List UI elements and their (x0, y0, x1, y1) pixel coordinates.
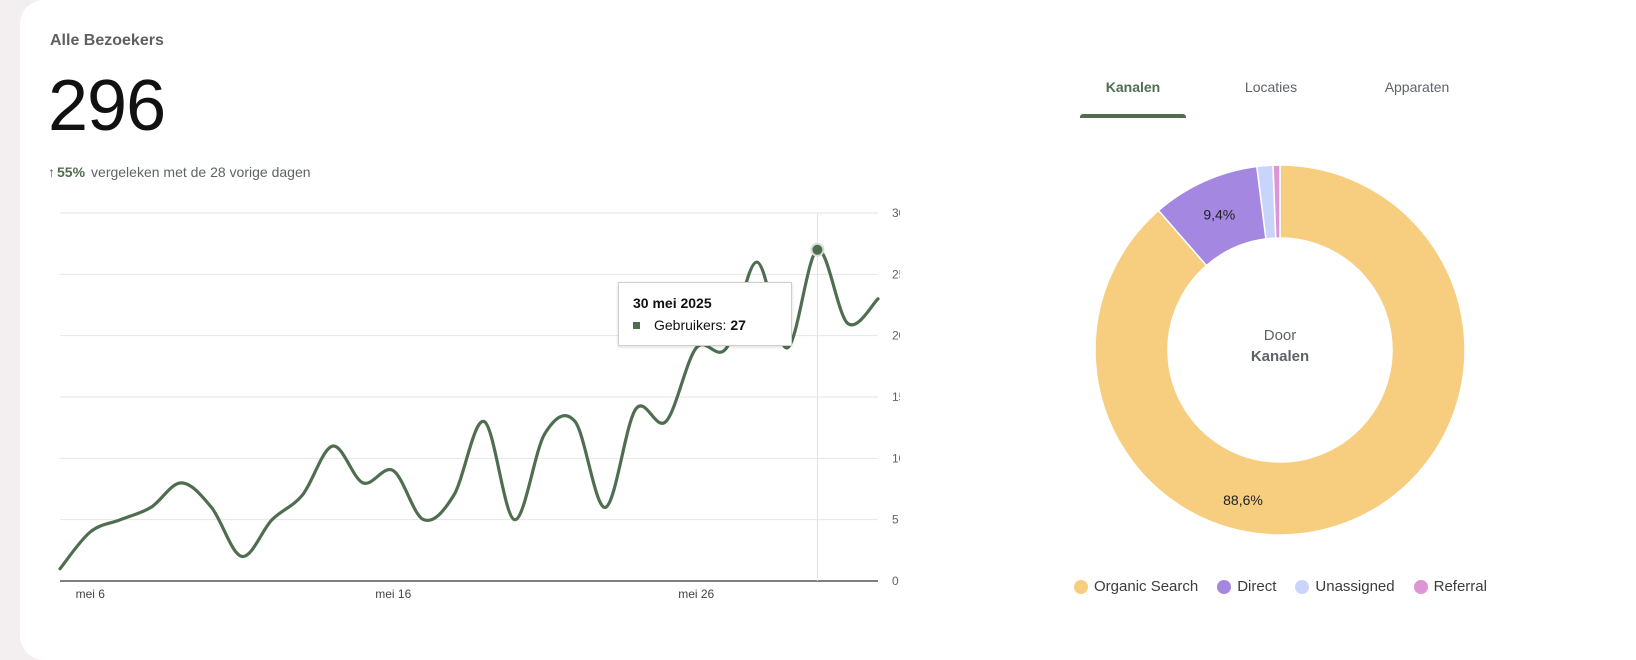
donut-chart[interactable]: Door Kanalen 88,6% 9,4% (1080, 150, 1480, 550)
donut-center-line2: Kanalen (1251, 348, 1309, 365)
tooltip-swatch-icon (633, 321, 640, 329)
donut-slice-organic-search[interactable] (1094, 164, 1466, 536)
data-point[interactable] (86, 528, 94, 536)
y-tick-label: 0 (892, 574, 899, 588)
highlighted-data-point[interactable] (810, 242, 825, 257)
data-point[interactable] (571, 418, 579, 426)
card-title: Alle Bezoekers (50, 32, 164, 49)
legend-dot-organic-icon (1074, 579, 1088, 594)
data-point[interactable] (268, 516, 276, 524)
tab-locaties-label: Locaties (1244, 79, 1298, 95)
legend-label-referral: Referral (1433, 578, 1487, 595)
series-line-gebruikers[interactable] (58, 248, 880, 571)
y-tick-label: 10 (892, 451, 900, 465)
legend-dot-unassigned-icon (1295, 579, 1310, 594)
data-point[interactable] (632, 405, 640, 413)
tab-locaties[interactable]: Locaties (1218, 76, 1324, 118)
data-point[interactable] (844, 319, 852, 327)
y-tick-label: 25 (892, 267, 900, 281)
data-point[interactable] (56, 565, 64, 573)
tab-apparaten[interactable]: Apparaten (1352, 76, 1482, 118)
tab-kanalen-label: Kanalen (1105, 79, 1161, 95)
legend-label-unassigned: Unassigned (1315, 578, 1395, 595)
y-tick-label: 15 (892, 390, 900, 404)
legend-item-direct[interactable]: Direct (1217, 578, 1276, 595)
data-point[interactable] (420, 516, 428, 524)
donut-data-label: 9,4% (1203, 206, 1235, 222)
data-point[interactable] (874, 295, 882, 303)
tab-apparaten-label: Apparaten (1384, 79, 1450, 95)
data-point[interactable] (541, 430, 549, 438)
comparison-text: ↑ 55% vergeleken met de 28 vorige dagen (48, 164, 311, 180)
data-point[interactable] (298, 491, 306, 499)
legend-dot-direct-icon (1217, 579, 1232, 594)
legend-item-unassigned[interactable]: Unassigned (1295, 578, 1395, 595)
arrow-up-icon: ↑ (48, 164, 55, 180)
legend-dot-referral-icon (1413, 579, 1428, 594)
y-tick-label: 5 (892, 513, 899, 527)
x-tick-label: mei 16 (375, 587, 411, 600)
chart-tooltip: 30 mei 2025 Gebruikers: 27 (618, 282, 792, 346)
change-percentage: 55% (57, 164, 86, 180)
data-point[interactable] (753, 258, 761, 266)
legend-label-organic: Organic Search (1094, 578, 1199, 595)
donut-data-label: 88,6% (1223, 492, 1263, 508)
data-point[interactable] (359, 479, 367, 487)
data-point[interactable] (662, 418, 670, 426)
data-point[interactable] (389, 467, 397, 475)
x-tick-label: mei 6 (76, 587, 106, 600)
legend-label-direct: Direct (1237, 578, 1277, 595)
donut-slice-referral[interactable] (1272, 164, 1281, 239)
y-tick-label: 30 (892, 206, 900, 220)
data-point[interactable] (207, 503, 215, 511)
total-visitors: 296 (48, 66, 166, 146)
data-point[interactable] (480, 418, 488, 426)
data-point[interactable] (450, 491, 458, 499)
change-description: vergeleken met de 28 vorige dagen (91, 164, 311, 180)
tooltip-series-label: Gebruikers: (654, 317, 727, 333)
data-point[interactable] (147, 503, 155, 511)
tooltip-date: 30 mei 2025 (633, 295, 712, 311)
data-point[interactable] (601, 503, 609, 511)
data-point[interactable] (510, 516, 518, 524)
data-point[interactable] (329, 442, 337, 450)
donut-legend: Organic Search Direct Unassigned Referra… (1074, 578, 1506, 595)
x-tick-label: mei 26 (678, 587, 714, 600)
tooltip-value: 27 (730, 317, 746, 333)
visitors-card (20, 0, 1636, 660)
data-point[interactable] (177, 479, 185, 487)
data-point[interactable] (117, 516, 125, 524)
breakdown-tabs: Kanalen Locaties Apparaten (1080, 76, 1500, 120)
tab-kanalen[interactable]: Kanalen (1080, 76, 1186, 118)
tooltip-row: Gebruikers: 27 (633, 317, 777, 333)
donut-center-line1: Door (1264, 327, 1297, 344)
tab-active-indicator (1080, 114, 1186, 118)
legend-item-organic-search[interactable]: Organic Search (1074, 578, 1198, 595)
data-point[interactable] (238, 552, 246, 560)
y-tick-label: 20 (892, 329, 900, 343)
legend-item-referral[interactable]: Referral (1413, 578, 1487, 595)
